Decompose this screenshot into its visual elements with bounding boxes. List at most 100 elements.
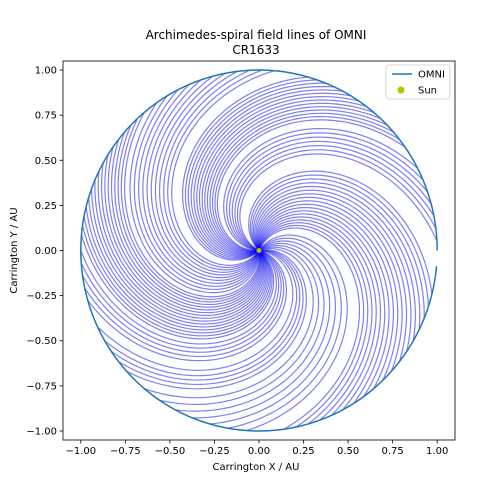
field-line-56 — [118, 249, 304, 386]
field-line-74 — [257, 200, 399, 381]
field-lines-group — [80, 69, 438, 432]
field-line-9 — [211, 112, 394, 252]
legend-sun-label: Sun — [418, 86, 437, 97]
legend-sun-marker-icon — [397, 86, 405, 94]
field-line-11 — [206, 106, 381, 253]
field-line-36 — [110, 139, 262, 308]
field-line-47 — [80, 234, 275, 340]
field-line-76 — [256, 193, 408, 362]
field-line-4 — [228, 136, 428, 252]
y-tick-label: 0.25 — [35, 201, 57, 212]
field-line-29 — [138, 89, 260, 287]
field-line-5 — [226, 132, 424, 252]
field-line-46 — [81, 225, 273, 337]
field-line-54 — [104, 249, 298, 377]
field-line-42 — [90, 188, 268, 325]
field-line-34 — [117, 124, 261, 303]
field-line-7 — [216, 119, 406, 252]
field-line-73 — [257, 203, 394, 390]
field-line-71 — [258, 210, 386, 404]
y-tick-label: −0.75 — [26, 381, 57, 392]
field-line-72 — [258, 206, 390, 397]
field-line-18 — [187, 82, 326, 259]
field-line-38 — [104, 154, 264, 314]
field-line-19 — [184, 79, 318, 260]
field-line-70 — [258, 213, 382, 411]
omni-orbit-line — [80, 69, 438, 432]
field-line-0 — [239, 153, 438, 252]
field-line-32 — [124, 111, 261, 298]
field-line-37 — [107, 146, 263, 311]
field-line-12 — [204, 102, 374, 253]
x-tick-label: −0.25 — [199, 446, 230, 457]
field-line-69 — [258, 216, 377, 416]
field-line-17 — [190, 85, 335, 258]
y-tick-label: 0.00 — [35, 246, 57, 257]
field-line-31 — [129, 102, 260, 294]
field-line-25 — [154, 72, 260, 276]
field-line-30 — [133, 95, 260, 291]
chart-subtitle: CR1633 — [232, 43, 279, 57]
field-line-50 — [82, 249, 282, 353]
field-line-67 — [258, 222, 369, 425]
field-line-81 — [249, 174, 430, 307]
field-line-59 — [159, 246, 320, 405]
chart-title: Archimedes-spiral field lines of OMNI — [146, 28, 367, 42]
x-tick-label: −0.50 — [155, 446, 186, 457]
field-line-40 — [97, 171, 266, 319]
field-line-10 — [209, 109, 388, 252]
orbit-layer — [80, 69, 438, 432]
field-line-65 — [258, 227, 361, 430]
x-tick-label: 0.00 — [248, 446, 270, 457]
field-line-64 — [246, 234, 348, 432]
field-line-80 — [251, 178, 425, 319]
field-line-35 — [114, 131, 262, 306]
y-tick-label: 0.75 — [35, 111, 57, 122]
sun-marker — [256, 248, 262, 253]
y-tick-label: −0.25 — [26, 291, 57, 302]
field-line-63 — [227, 237, 342, 429]
field-line-20 — [181, 76, 309, 261]
field-line-28 — [142, 83, 260, 284]
field-line-6 — [223, 127, 419, 252]
field-line-57 — [126, 249, 307, 390]
field-line-44 — [85, 206, 270, 331]
field-line-8 — [214, 115, 400, 252]
y-axis-label: Carrington Y / AU — [9, 207, 20, 293]
field-line-39 — [100, 162, 265, 317]
x-axis: −1.00 −0.75 −0.50 −0.25 0.00 0.25 0.50 0.75 1.00 — [65, 440, 448, 457]
field-line-22 — [167, 69, 263, 269]
field-line-58 — [144, 248, 314, 399]
field-line-45 — [83, 215, 272, 334]
field-line-66 — [258, 224, 365, 428]
field-line-23 — [163, 69, 260, 271]
field-line-13 — [201, 99, 367, 254]
field-line-21 — [171, 70, 275, 266]
x-axis-label: Carrington X / AU — [213, 462, 300, 473]
field-line-55 — [110, 249, 301, 381]
field-line-27 — [146, 79, 260, 281]
field-line-1 — [236, 149, 437, 252]
field-line-79 — [252, 182, 421, 330]
field-line-43 — [88, 197, 269, 328]
x-tick-label: −0.75 — [110, 446, 141, 457]
field-line-48 — [80, 249, 277, 345]
field-line-82 — [248, 170, 433, 295]
field-line-68 — [258, 219, 373, 421]
field-line-52 — [87, 249, 288, 362]
field-line-61 — [192, 242, 331, 419]
x-tick-label: 0.75 — [382, 446, 404, 457]
field-line-60 — [175, 244, 325, 412]
y-tick-label: −1.00 — [26, 426, 57, 437]
y-tick-label: −0.50 — [26, 336, 57, 347]
field-line-3 — [231, 140, 432, 252]
field-line-51 — [84, 249, 285, 358]
field-line-26 — [150, 75, 260, 279]
field-line-14 — [198, 96, 359, 255]
field-line-78 — [254, 185, 416, 341]
field-line-49 — [80, 249, 280, 349]
field-line-77 — [255, 189, 412, 352]
field-line-15 — [196, 92, 351, 256]
x-tick-label: 0.25 — [292, 446, 314, 457]
